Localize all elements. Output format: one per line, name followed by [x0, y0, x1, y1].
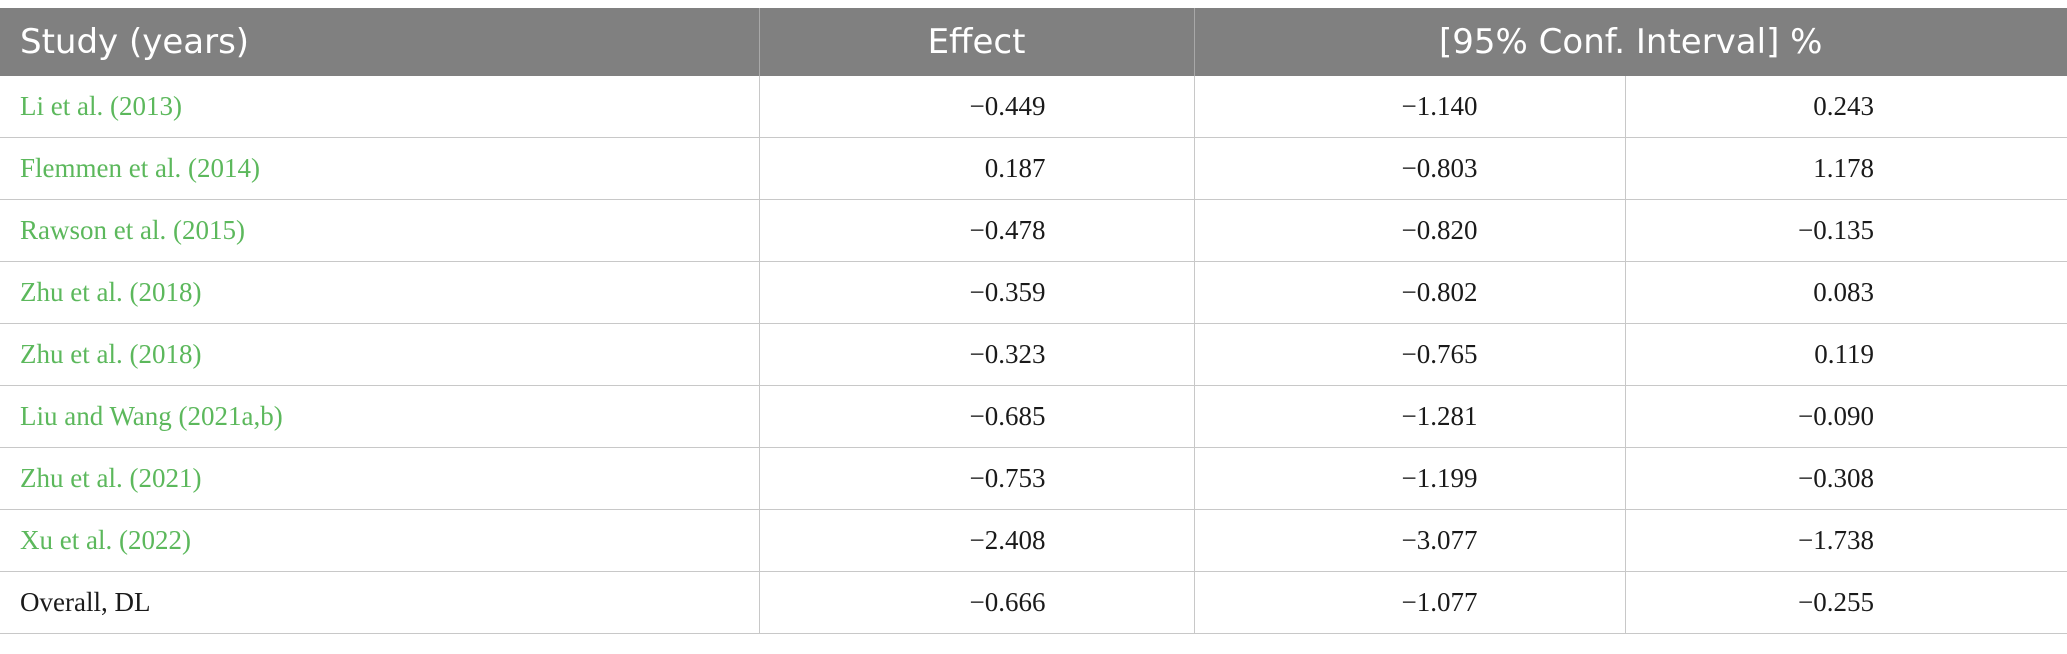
table-header: Study (years) Effect [95% Conf. Interval…	[0, 8, 2067, 76]
study-link[interactable]: Zhu et al. (2018)	[0, 261, 760, 324]
ci-upper-value: −0.308	[1625, 447, 2067, 510]
table-row: Zhu et al. (2018) −0.323 −0.765 0.119	[0, 323, 2067, 386]
study-link[interactable]: Li et al. (2013)	[0, 76, 760, 138]
table-row: Zhu et al. (2018) −0.359 −0.802 0.083	[0, 261, 2067, 324]
ci-upper-value: −0.135	[1625, 199, 2067, 262]
effect-value: −0.449	[759, 76, 1195, 138]
effect-value: −0.753	[759, 447, 1195, 510]
ci-lower-value: −0.765	[1194, 323, 1626, 386]
header-effect: Effect	[759, 8, 1195, 76]
study-link[interactable]: Xu et al. (2022)	[0, 509, 760, 572]
ci-upper-value: 1.178	[1625, 137, 2067, 200]
ci-upper-value: 0.243	[1625, 76, 2067, 138]
table-row: Rawson et al. (2015) −0.478 −0.820 −0.13…	[0, 199, 2067, 262]
overall-ci-lower-value: −1.077	[1194, 571, 1626, 634]
table-row: Zhu et al. (2021) −0.753 −1.199 −0.308	[0, 447, 2067, 510]
ci-lower-value: −1.199	[1194, 447, 1626, 510]
study-link[interactable]: Rawson et al. (2015)	[0, 199, 760, 262]
table-row: Liu and Wang (2021a,b) −0.685 −1.281 −0.…	[0, 385, 2067, 448]
effect-value: −0.323	[759, 323, 1195, 386]
table-row: Li et al. (2013) −0.449 −1.140 0.243	[0, 76, 2067, 138]
study-link[interactable]: Liu and Wang (2021a,b)	[0, 385, 760, 448]
results-table-container: Study (years) Effect [95% Conf. Interval…	[0, 8, 2067, 634]
header-confidence-interval: [95% Conf. Interval] %	[1194, 8, 2067, 76]
study-link[interactable]: Zhu et al. (2018)	[0, 323, 760, 386]
table-row: Xu et al. (2022) −2.408 −3.077 −1.738	[0, 509, 2067, 572]
ci-upper-value: 0.083	[1625, 261, 2067, 324]
effect-value: −2.408	[759, 509, 1195, 572]
overall-ci-upper-value: −0.255	[1625, 571, 2067, 634]
effect-value: −0.685	[759, 385, 1195, 448]
ci-upper-value: −0.090	[1625, 385, 2067, 448]
effect-value: 0.187	[759, 137, 1195, 200]
overall-label: Overall, DL	[0, 571, 760, 634]
ci-upper-value: 0.119	[1625, 323, 2067, 386]
header-row: Study (years) Effect [95% Conf. Interval…	[0, 8, 2067, 76]
ci-lower-value: −3.077	[1194, 509, 1626, 572]
ci-lower-value: −0.803	[1194, 137, 1626, 200]
ci-lower-value: −0.820	[1194, 199, 1626, 262]
study-link[interactable]: Flemmen et al. (2014)	[0, 137, 760, 200]
table-row: Flemmen et al. (2014) 0.187 −0.803 1.178	[0, 137, 2067, 200]
study-link[interactable]: Zhu et al. (2021)	[0, 447, 760, 510]
header-study: Study (years)	[0, 8, 760, 76]
ci-lower-value: −1.140	[1194, 76, 1626, 138]
table-body: Li et al. (2013) −0.449 −1.140 0.243 Fle…	[0, 76, 2067, 634]
overall-effect-value: −0.666	[759, 571, 1195, 634]
overall-row: Overall, DL −0.666 −1.077 −0.255	[0, 571, 2067, 634]
effect-value: −0.359	[759, 261, 1195, 324]
ci-upper-value: −1.738	[1625, 509, 2067, 572]
meta-analysis-table: Study (years) Effect [95% Conf. Interval…	[0, 8, 2067, 634]
ci-lower-value: −0.802	[1194, 261, 1626, 324]
effect-value: −0.478	[759, 199, 1195, 262]
ci-lower-value: −1.281	[1194, 385, 1626, 448]
